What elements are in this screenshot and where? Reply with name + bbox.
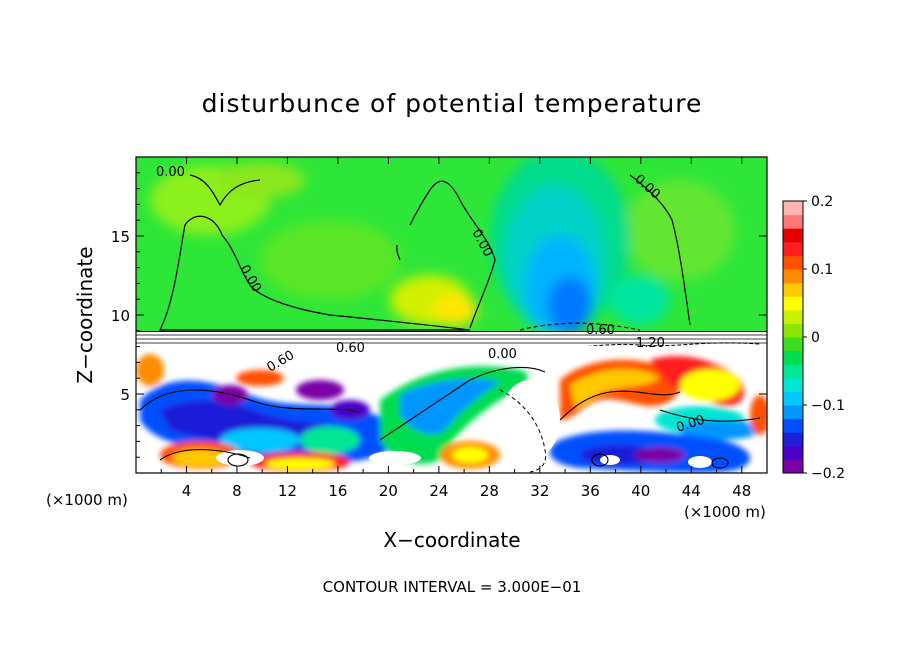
colorbar-swatch <box>783 364 803 379</box>
colorbar-swatch <box>783 228 803 243</box>
x-tick-label: 16 <box>328 482 347 500</box>
colorbar-label: 0 <box>811 330 820 346</box>
colorbar-swatch <box>783 282 803 297</box>
colorbar-swatch <box>783 405 803 420</box>
contour-label: 0.00 <box>156 165 185 180</box>
contour-interval-note: CONTOUR INTERVAL = 3.000E−01 <box>323 578 582 596</box>
lower-field <box>136 346 767 473</box>
colorbar-swatch <box>783 296 803 311</box>
y-tick-label: 10 <box>111 307 130 325</box>
colorbar-swatch <box>783 241 803 256</box>
colorbar-swatch <box>783 459 803 474</box>
colorbar-swatch <box>783 201 803 216</box>
colorbar: 0.2 0.1 0 −0.1 −0.2 <box>782 194 845 482</box>
plot-area: 0.00 0.00 0.00 0.00 0.60 0.60 1.20 0.00 … <box>136 157 767 473</box>
contour-label: 0.60 <box>336 341 365 356</box>
x-tick-label: 4 <box>182 482 192 500</box>
x-tick-label: 24 <box>429 482 448 500</box>
x-tick-label: 12 <box>278 482 297 500</box>
x-axis: 4 8 12 16 20 24 28 32 36 40 44 48 <box>160 157 751 500</box>
colorbar-swatch <box>783 337 803 352</box>
x-tick-label: 40 <box>631 482 650 500</box>
colorbar-swatch <box>783 214 803 229</box>
colorbar-swatch <box>783 432 803 447</box>
colorbar-label: −0.2 <box>811 466 845 482</box>
x-unit-right: (×1000 m) <box>684 503 766 521</box>
x-axis-label: X−coordinate <box>383 528 520 552</box>
colorbar-swatch <box>783 445 803 460</box>
x-tick-label: 48 <box>732 482 751 500</box>
colorbar-swatch <box>783 269 803 284</box>
x-tick-label: 44 <box>682 482 701 500</box>
y-axis-label: Z−coordinate <box>73 246 97 383</box>
colorbar-swatch <box>783 377 803 392</box>
contour-label: 1.20 <box>636 336 665 351</box>
y-axis: 5 10 15 <box>111 172 767 458</box>
x-tick-label: 36 <box>581 482 600 500</box>
y-tick-label: 5 <box>120 386 130 404</box>
colorbar-swatch <box>783 418 803 433</box>
colorbar-swatch <box>783 323 803 338</box>
upper-field <box>136 157 767 333</box>
colorbar-label: −0.1 <box>811 398 845 414</box>
x-tick-label: 20 <box>379 482 398 500</box>
colorbar-swatch <box>783 391 803 406</box>
colorbar-label: 0.2 <box>811 194 833 210</box>
x-tick-label: 28 <box>480 482 499 500</box>
colorbar-swatch <box>783 255 803 270</box>
colorbar-label: 0.1 <box>811 262 833 278</box>
chart-title: disturbunce of potential temperature <box>202 89 703 118</box>
contour-label: 0.60 <box>586 323 615 338</box>
x-unit-left: (×1000 m) <box>46 491 128 509</box>
colorbar-swatch <box>783 309 803 324</box>
contour-label: 0.00 <box>488 347 517 362</box>
colorbar-swatch <box>783 350 803 365</box>
x-tick-label: 32 <box>530 482 549 500</box>
y-tick-label: 15 <box>111 228 130 246</box>
x-tick-label: 8 <box>232 482 242 500</box>
